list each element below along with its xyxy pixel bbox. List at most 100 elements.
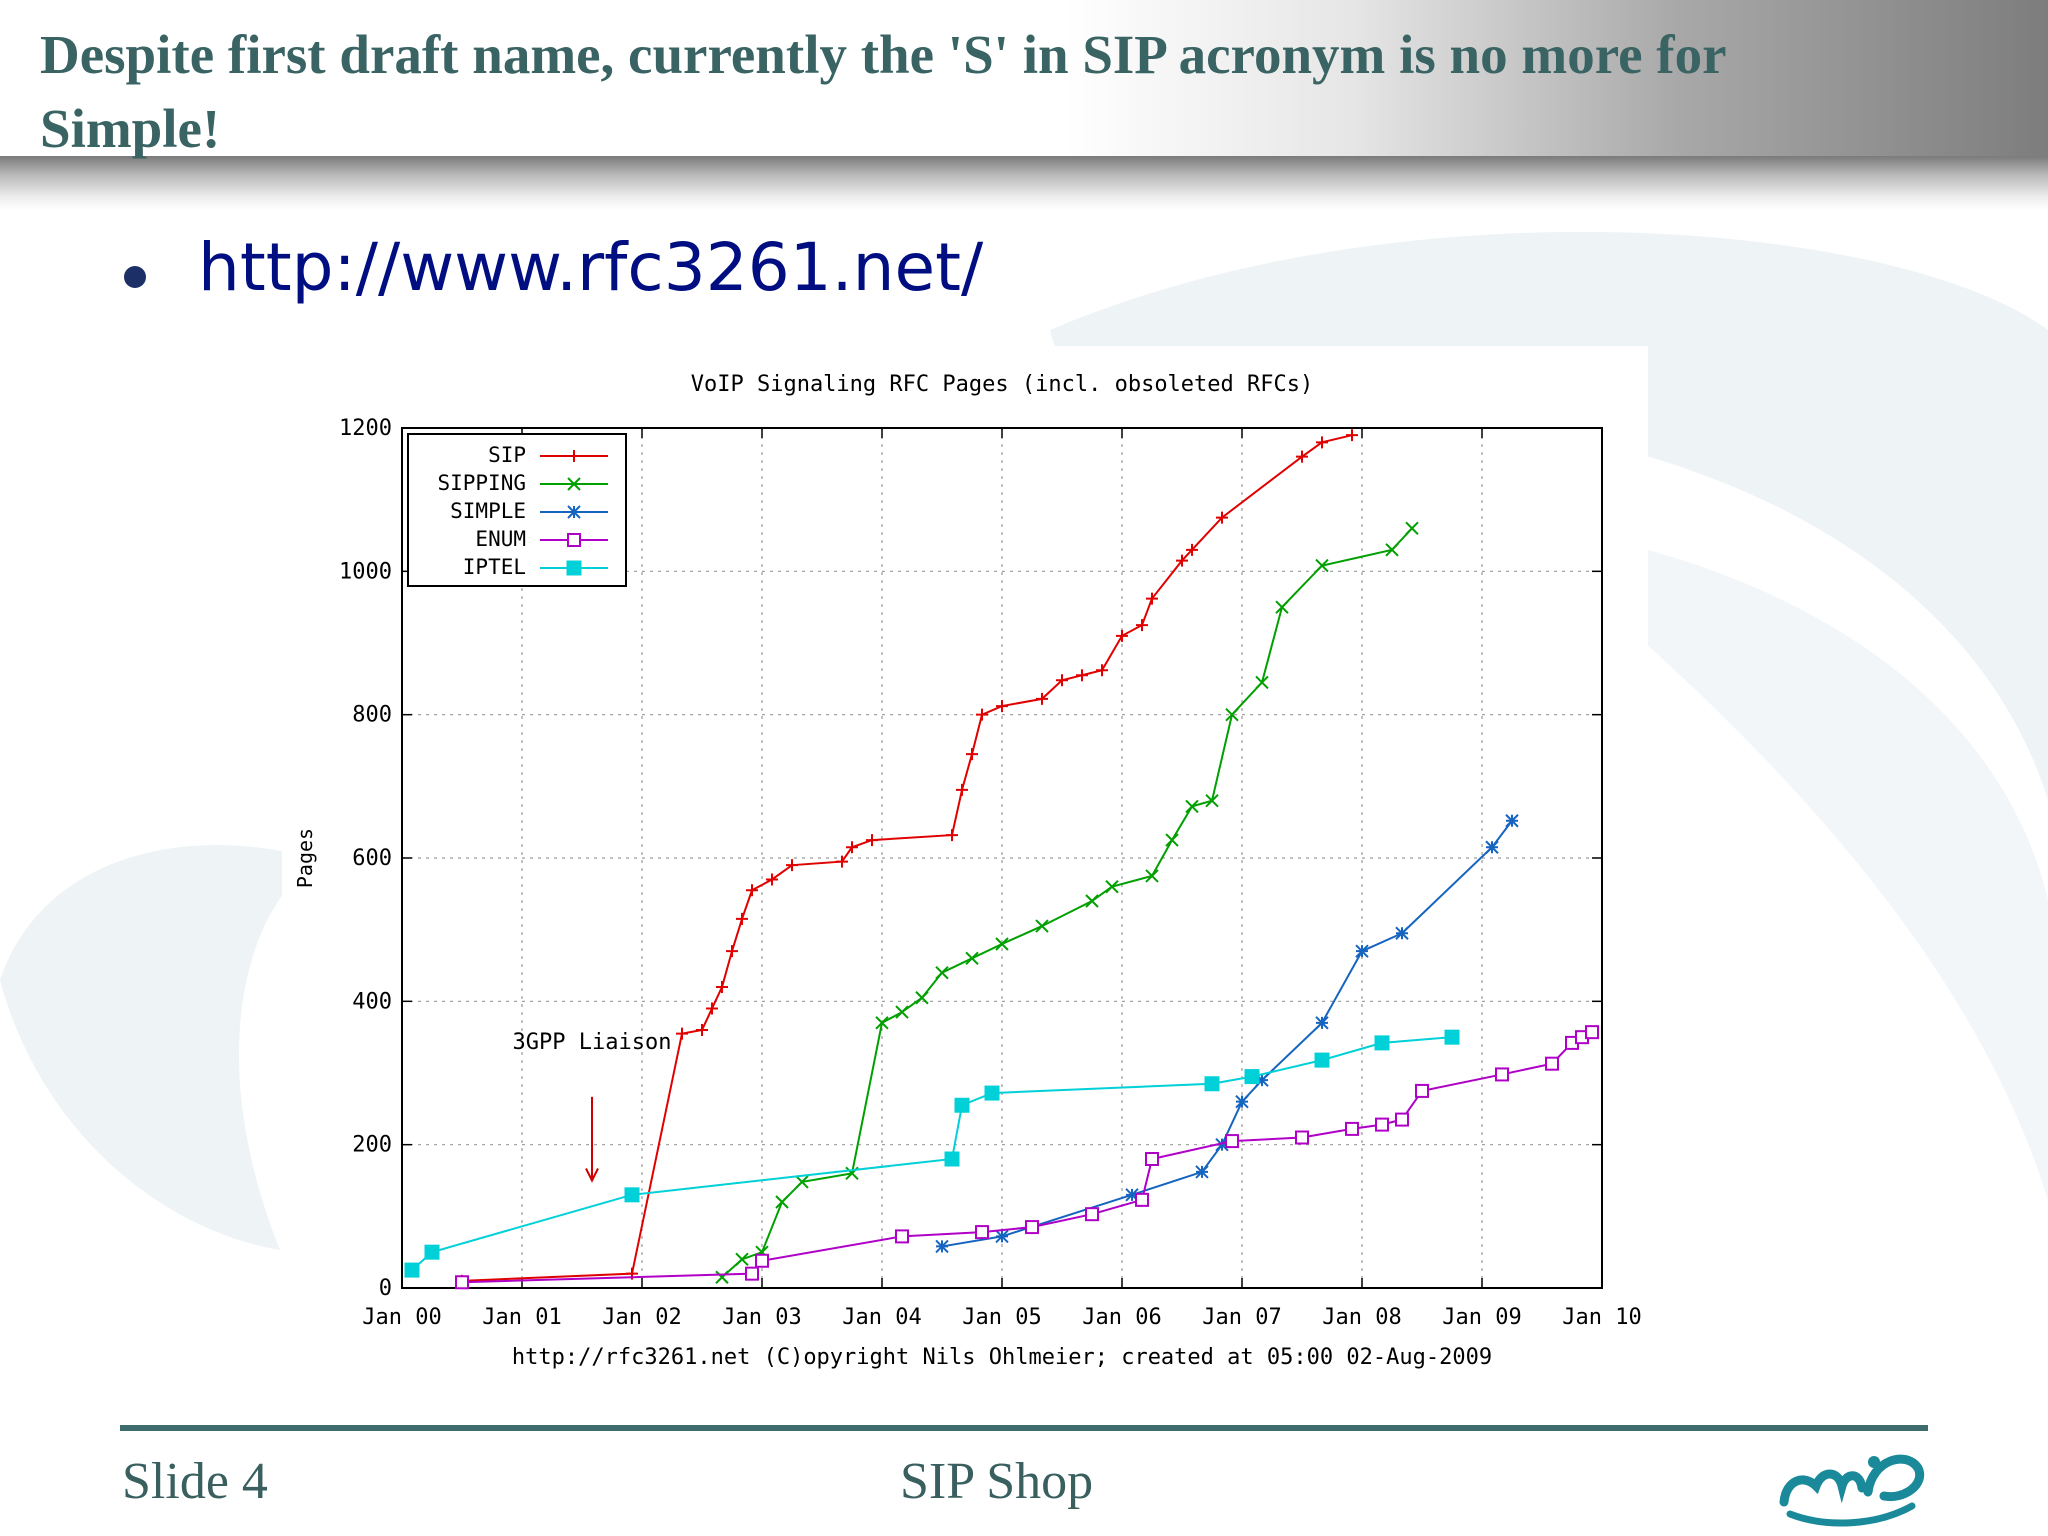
- data-point-sipping: [1165, 833, 1179, 847]
- data-point-enum: [1585, 1025, 1599, 1040]
- data-point-simple: [1255, 1073, 1269, 1087]
- data-point-enum: [1135, 1192, 1149, 1207]
- mip-logo-icon: [1779, 1454, 1925, 1527]
- data-point-sip: [846, 841, 858, 854]
- data-point-sip: [716, 981, 728, 993]
- data-point-simple: [1505, 814, 1519, 828]
- slide-number: Slide 4: [122, 1453, 268, 1510]
- data-point-iptel: [944, 1151, 960, 1167]
- data-point-simple: [1485, 840, 1499, 854]
- x-tick-label: Jan 03: [722, 1305, 801, 1330]
- legend-label-sip: SIP: [488, 443, 526, 467]
- legend-marker-simple: [567, 505, 581, 519]
- y-tick-label: 600: [352, 846, 392, 871]
- data-point-simple: [935, 1239, 949, 1254]
- legend-marker-enum: [567, 533, 581, 547]
- data-point-sipping: [1405, 521, 1419, 536]
- data-point-iptel: [954, 1097, 970, 1113]
- data-point-enum: [455, 1275, 469, 1290]
- data-point-sip: [676, 1027, 688, 1040]
- data-point-sip: [1096, 664, 1108, 677]
- data-point-sip: [946, 829, 958, 842]
- series-line-enum: [461, 1031, 1593, 1284]
- data-point-simple: [1315, 1016, 1329, 1030]
- data-point-iptel: [624, 1187, 640, 1203]
- x-tick-label: Jan 07: [1202, 1305, 1281, 1330]
- data-point-sip: [1176, 554, 1188, 567]
- y-axis-label: Pages: [293, 828, 317, 888]
- data-point-sipping: [1035, 919, 1049, 933]
- data-point-sip: [1116, 629, 1128, 642]
- title-band: [0, 0, 2048, 160]
- data-point-enum: [1225, 1134, 1239, 1149]
- data-point-sip: [1136, 619, 1148, 632]
- data-point-sipping: [775, 1195, 789, 1209]
- data-point-sip: [1216, 511, 1228, 524]
- x-tick-label: Jan 02: [602, 1305, 681, 1330]
- data-point-iptel: [404, 1262, 420, 1278]
- data-point-sipping: [875, 1016, 889, 1030]
- data-point-sip: [956, 783, 968, 796]
- data-point-sip: [726, 945, 738, 958]
- data-point-sip: [866, 834, 878, 847]
- data-point-enum: [1495, 1067, 1509, 1082]
- data-point-sipping: [935, 965, 949, 980]
- x-tick-label: Jan 10: [1562, 1305, 1641, 1330]
- data-point-enum: [1395, 1112, 1409, 1127]
- x-tick-label: Jan 09: [1442, 1305, 1521, 1330]
- x-axis-label: http://rfc3261.net (C)opyright Nils Ohlm…: [512, 1345, 1492, 1370]
- x-tick-label: Jan 01: [482, 1305, 561, 1330]
- data-point-sip: [706, 1002, 718, 1015]
- legend-marker-iptel: [566, 560, 582, 576]
- data-point-sip: [836, 855, 848, 868]
- y-tick-label: 0: [379, 1276, 392, 1301]
- data-point-sip: [1346, 429, 1358, 442]
- data-point-sipping: [1145, 869, 1159, 883]
- data-point-sip: [746, 884, 758, 897]
- data-point-iptel: [1204, 1076, 1220, 1092]
- rfc3261-link[interactable]: http://www.rfc3261.net/: [198, 229, 984, 306]
- footer-rule: [120, 1425, 1928, 1431]
- series-line-sipping: [721, 527, 1413, 1278]
- data-point-sipping: [1255, 675, 1269, 690]
- data-point-sip: [1186, 543, 1198, 556]
- data-point-sipping: [1205, 793, 1219, 808]
- legend-label-enum: ENUM: [475, 527, 526, 551]
- data-point-enum: [1025, 1220, 1039, 1235]
- data-point-enum: [755, 1253, 769, 1268]
- data-point-simple: [1355, 944, 1369, 958]
- data-point-sipping: [895, 1005, 909, 1019]
- legend-label-iptel: IPTEL: [463, 555, 526, 579]
- data-point-sip: [1036, 692, 1048, 705]
- data-point-sip: [1296, 450, 1308, 463]
- chart-container: VoIP Signaling RFC Pages (incl. obsolete…: [282, 346, 1648, 1372]
- data-point-enum: [745, 1266, 759, 1281]
- data-point-simple: [1125, 1188, 1139, 1202]
- legend-box: [407, 433, 627, 587]
- data-point-sipping: [995, 937, 1009, 951]
- x-tick-label: Jan 08: [1322, 1305, 1401, 1330]
- data-point-enum: [895, 1229, 909, 1244]
- slide-title: Despite first draft name, currently the …: [40, 24, 1726, 159]
- data-point-sipping: [1385, 543, 1399, 557]
- data-point-iptel: [1444, 1029, 1460, 1045]
- title-shadow: [0, 156, 2048, 210]
- data-point-sip: [1056, 674, 1068, 687]
- data-point-sipping: [965, 951, 979, 966]
- x-tick-label: Jan 04: [842, 1305, 921, 1330]
- data-point-simple: [1235, 1094, 1249, 1109]
- series-line-simple: [941, 820, 1513, 1248]
- data-point-simple: [1215, 1137, 1229, 1152]
- data-point-sip: [966, 748, 978, 761]
- data-point-sipping: [1085, 894, 1099, 908]
- data-point-enum: [1145, 1152, 1159, 1166]
- data-point-simple: [995, 1229, 1009, 1244]
- data-point-sipping: [715, 1270, 729, 1284]
- data-point-simple: [1195, 1165, 1209, 1179]
- plot-border: [401, 427, 1603, 1289]
- data-point-enum: [1375, 1117, 1389, 1132]
- data-point-sipping: [1315, 558, 1329, 573]
- x-tick-label: Jan 06: [1082, 1305, 1161, 1330]
- data-point-sip: [696, 1024, 708, 1036]
- rfc-pages-chart: VoIP Signaling RFC Pages (incl. obsolete…: [293, 372, 1642, 1370]
